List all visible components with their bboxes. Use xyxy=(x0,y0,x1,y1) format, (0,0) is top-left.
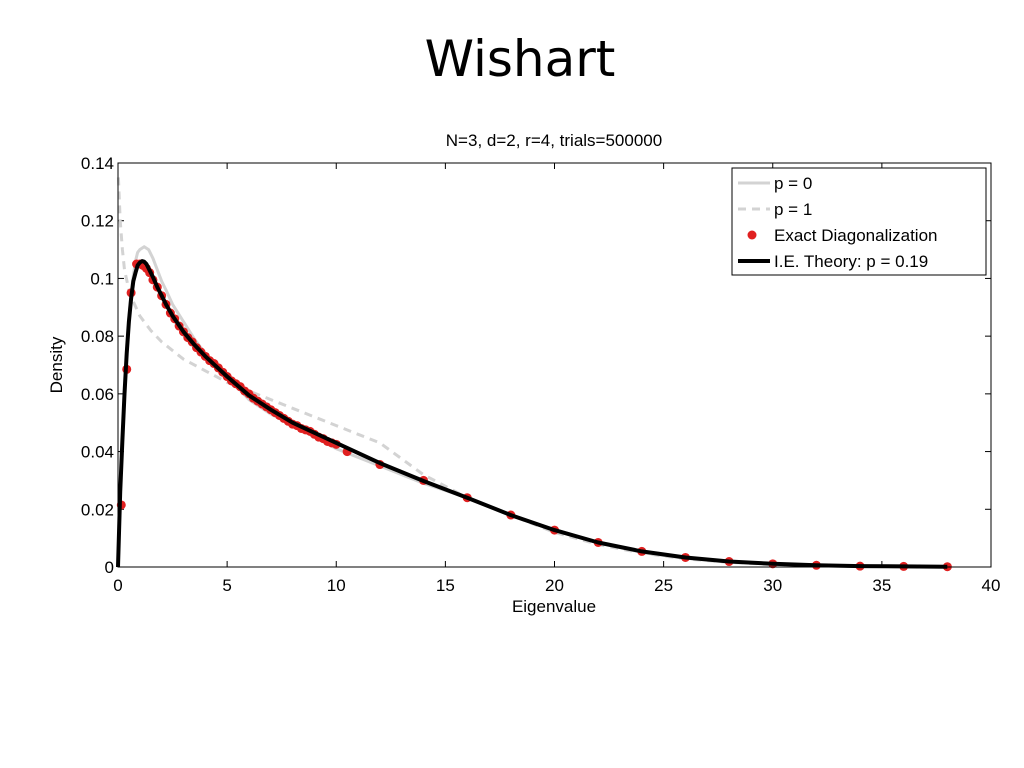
y-tick-label: 0.04 xyxy=(81,443,114,462)
slide-title: Wishart xyxy=(424,30,616,88)
series-layer xyxy=(116,177,952,572)
legend-label: p = 0 xyxy=(774,174,812,193)
y-tick-label: 0.12 xyxy=(81,212,114,231)
axis-ticks: 0 5 10 15 20 25 30 35 40 0 0.02 0.04 0.06 0.08 0.1 0.12… xyxy=(81,154,1001,595)
y-tick-label: 0 xyxy=(105,558,114,577)
chart-title: N=3, d=2, r=4, trials=500000 xyxy=(446,131,662,150)
y-tick-label: 0.02 xyxy=(81,500,114,519)
x-tick-label: 5 xyxy=(222,576,231,595)
x-tick-label: 40 xyxy=(982,576,1001,595)
legend-box xyxy=(731,167,987,276)
legend-label: I.E. Theory: p = 0.19 xyxy=(774,252,928,271)
legend-label: Exact Diagonalization xyxy=(774,226,937,245)
x-tick-label: 10 xyxy=(327,576,346,595)
x-axis-label: Eigenvalue xyxy=(512,597,596,616)
y-tick-label: 0.1 xyxy=(90,269,114,288)
y-axis-label: Density xyxy=(47,336,66,393)
x-tick-label: 15 xyxy=(436,576,455,595)
plot-frame xyxy=(117,162,992,568)
series-line-ie-theory xyxy=(116,259,948,569)
x-tick-label: 25 xyxy=(654,576,673,595)
y-tick-label: 0.08 xyxy=(81,327,114,346)
x-tick-label: 20 xyxy=(545,576,564,595)
y-tick-label: 0.06 xyxy=(81,385,114,404)
x-tick-label: 35 xyxy=(872,576,891,595)
y-tick-label: 0.14 xyxy=(81,154,114,173)
series-line-p0 xyxy=(116,245,948,569)
legend-label: p = 1 xyxy=(774,200,812,219)
x-tick-label: 0 xyxy=(113,576,122,595)
legend-marker-exact xyxy=(747,230,757,240)
x-tick-label: 30 xyxy=(763,576,782,595)
legend: p = 0 p = 1 Exact Diagonalization I.E. Theo… xyxy=(731,167,987,276)
